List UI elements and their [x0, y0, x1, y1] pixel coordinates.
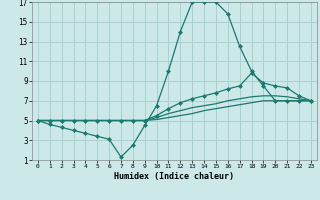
X-axis label: Humidex (Indice chaleur): Humidex (Indice chaleur) — [115, 172, 234, 181]
